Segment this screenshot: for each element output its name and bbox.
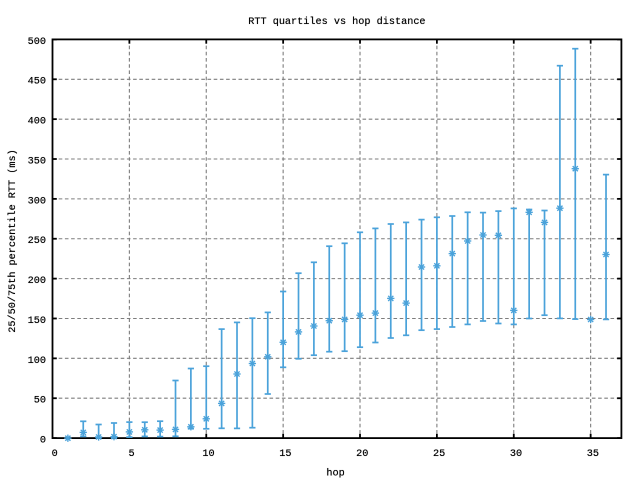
- svg-text:30: 30: [510, 449, 522, 460]
- svg-text:300: 300: [28, 196, 46, 207]
- svg-text:5: 5: [129, 449, 135, 460]
- svg-text:500: 500: [28, 37, 46, 48]
- svg-text:RTT quartiles vs hop distance: RTT quartiles vs hop distance: [248, 16, 425, 28]
- svg-text:450: 450: [28, 77, 46, 88]
- svg-text:250: 250: [28, 236, 46, 247]
- svg-text:50: 50: [34, 396, 46, 407]
- svg-text:0: 0: [40, 436, 46, 447]
- svg-text:100: 100: [28, 356, 46, 367]
- svg-text:15: 15: [279, 449, 291, 460]
- svg-text:25: 25: [433, 449, 445, 460]
- svg-text:0: 0: [52, 449, 58, 460]
- svg-text:150: 150: [28, 316, 46, 327]
- svg-text:35: 35: [587, 449, 599, 460]
- svg-text:hop: hop: [326, 467, 344, 479]
- svg-text:350: 350: [28, 156, 46, 167]
- svg-text:400: 400: [28, 117, 46, 128]
- svg-text:200: 200: [28, 276, 46, 287]
- svg-text:10: 10: [202, 449, 214, 460]
- svg-text:25/50/75th percentile RTT (ms): 25/50/75th percentile RTT (ms): [7, 149, 19, 332]
- svg-text:20: 20: [356, 449, 368, 460]
